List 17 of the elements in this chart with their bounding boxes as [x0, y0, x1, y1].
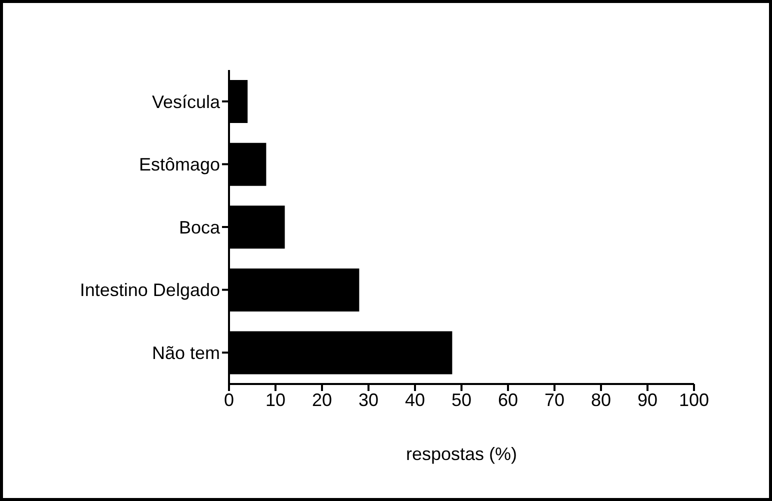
x-tick-label: 10	[265, 390, 286, 410]
x-tick-label: 100	[678, 390, 710, 410]
x-tick-label: 40	[404, 390, 426, 410]
y-tick-label: Intestino Delgado	[80, 280, 220, 300]
x-tick-label: 60	[498, 390, 518, 410]
x-tick-label: 20	[312, 390, 332, 410]
x-tick-label: 50	[451, 390, 472, 410]
x-tick-label: 70	[544, 390, 565, 410]
x-tick-label: 30	[358, 390, 379, 410]
y-tick-label: Não tem	[152, 342, 220, 363]
x-tick-label: 0	[224, 390, 234, 410]
x-axis-title: respostas (%)	[406, 444, 518, 464]
y-tick-label: Boca	[178, 217, 221, 238]
x-tick-label: 90	[637, 390, 658, 410]
x-tick-label: 80	[590, 390, 612, 410]
y-tick-label: Vesícula	[152, 92, 221, 112]
y-tick-label: Estômago	[138, 154, 220, 175]
